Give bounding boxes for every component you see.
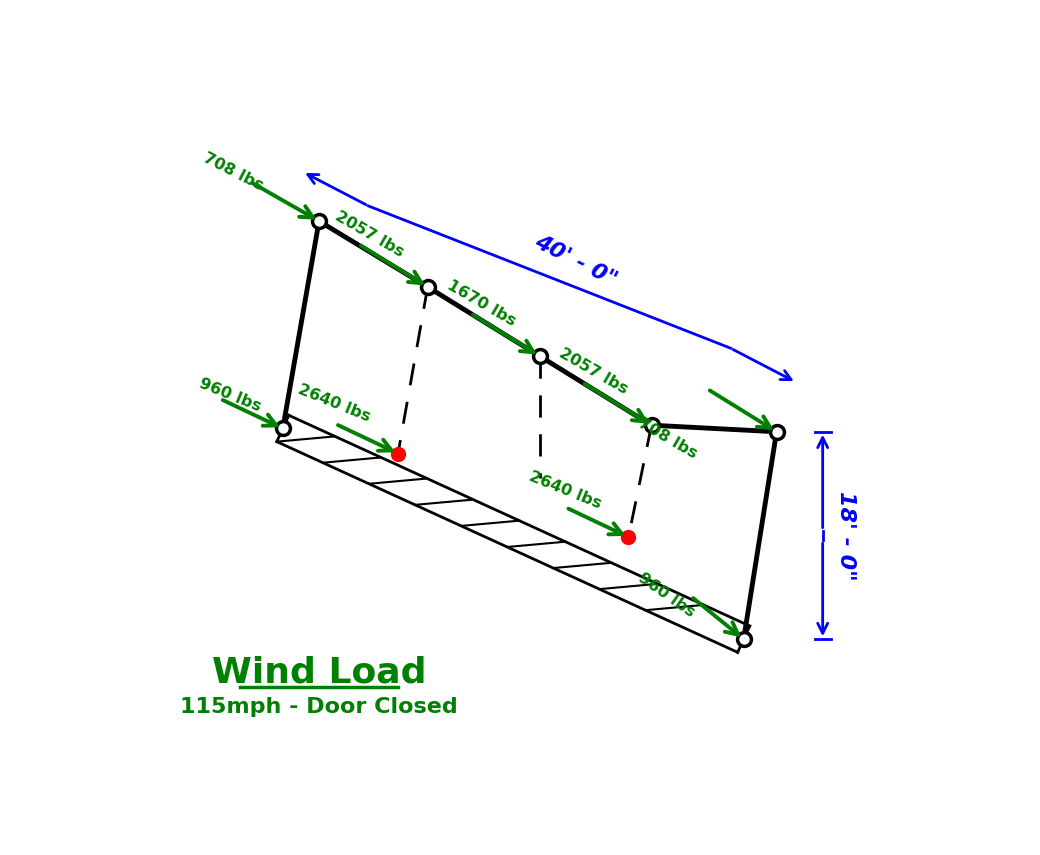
Text: 2057 lbs: 2057 lbs bbox=[556, 345, 630, 397]
Text: 1670 lbs: 1670 lbs bbox=[444, 278, 518, 329]
Text: 2640 lbs: 2640 lbs bbox=[296, 382, 372, 425]
Text: 115mph - Door Closed: 115mph - Door Closed bbox=[180, 697, 458, 717]
Text: 708 lbs: 708 lbs bbox=[201, 150, 265, 193]
Text: 960 lbs: 960 lbs bbox=[635, 570, 697, 620]
Text: 2640 lbs: 2640 lbs bbox=[526, 469, 603, 511]
Text: 708 lbs: 708 lbs bbox=[635, 416, 699, 461]
Text: Wind Load: Wind Load bbox=[212, 655, 426, 689]
Text: 40' - 0": 40' - 0" bbox=[531, 232, 620, 290]
Text: 2057 lbs: 2057 lbs bbox=[332, 209, 406, 260]
Text: 960 lbs: 960 lbs bbox=[198, 376, 263, 415]
Text: 18' - 0": 18' - 0" bbox=[836, 491, 856, 581]
